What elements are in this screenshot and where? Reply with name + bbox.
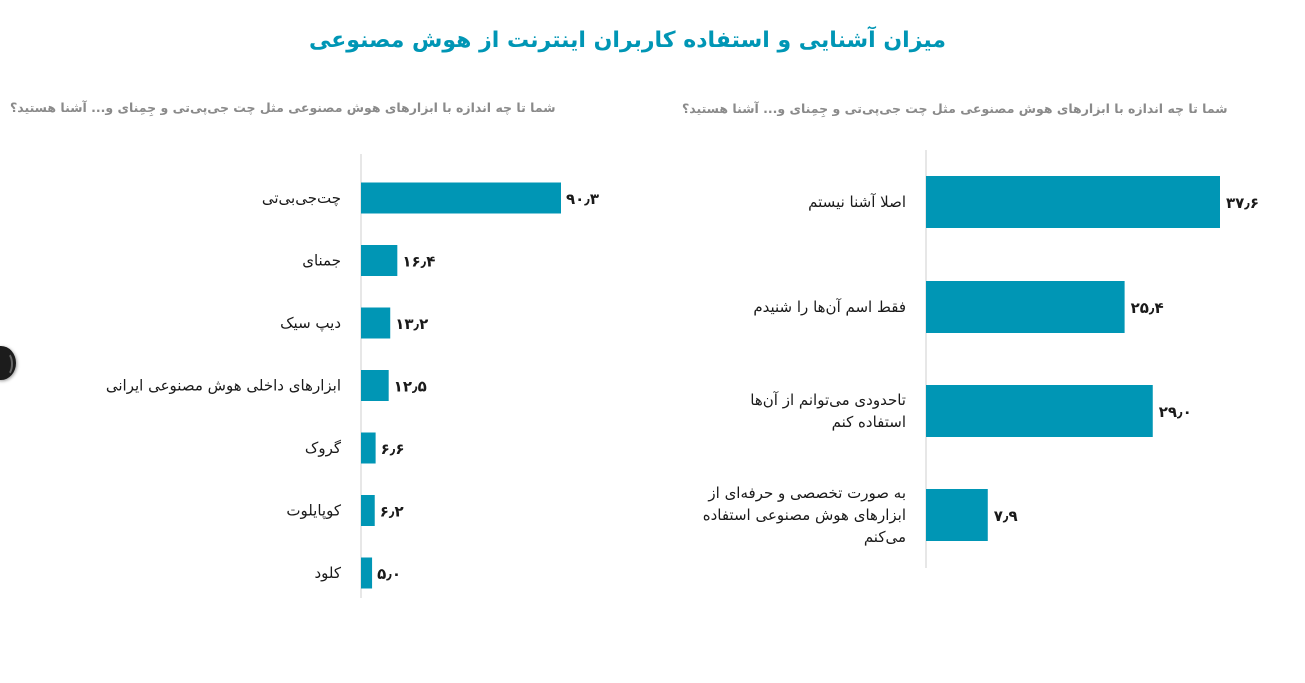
left-bar-3 xyxy=(361,370,389,401)
right-bar-3 xyxy=(926,489,988,541)
left-bar-6 xyxy=(361,557,373,589)
page-title: میزان آشنایی و استفاده کاربران اینترنت ا… xyxy=(309,28,946,53)
right-category-label-3-line-0: به صورت تخصصی و حرفه‌ای از xyxy=(707,484,906,502)
left-value-label-2: ۱۳٫۲ xyxy=(395,315,428,333)
right-value-label-1: ۲۵٫۴ xyxy=(1131,299,1164,317)
right-category-label-0: اصلا آشنا نیستم xyxy=(808,193,906,211)
right-category-label-3-line-1: ابزارهای هوش مصنوعی استفاده xyxy=(703,506,906,524)
right-value-label-0: ۳۷٫۶ xyxy=(1226,194,1259,212)
left-category-label-5: کوپایلوت xyxy=(286,502,342,521)
left-value-label-1: ۱۶٫۴ xyxy=(402,253,435,271)
left-value-label-4: ۶٫۶ xyxy=(381,440,405,458)
left-bar-2 xyxy=(361,307,391,339)
left-category-label-0: چت‌جی‌بی‌تی xyxy=(262,189,341,207)
left-bar-4 xyxy=(361,432,376,464)
right-bar-0 xyxy=(926,176,1220,228)
left-bar-0 xyxy=(361,182,561,214)
right-value-label-2: ۲۹٫۰ xyxy=(1159,403,1192,421)
right-chart-subtitle: شما تا چه اندازه با ابزارهای هوش مصنوعی … xyxy=(682,101,1228,116)
right-category-label-1-line-0: فقط اسم آن‌ها را شنیدم xyxy=(753,298,906,316)
left-category-label-3: ابزارهای داخلی هوش مصنوعی ایرانی xyxy=(106,377,341,395)
right-bar-1 xyxy=(926,281,1125,333)
left-value-label-0: ۹۰٫۳ xyxy=(566,190,599,208)
left-value-label-3: ۱۲٫۵ xyxy=(394,378,427,396)
left-category-label-1: جمنای xyxy=(302,252,341,270)
left-value-label-5: ۶٫۲ xyxy=(380,503,404,521)
left-bar-1 xyxy=(361,245,398,276)
right-category-label-2-line-0: تاحدودی می‌توانم از آن‌ها xyxy=(750,391,906,409)
left-value-label-6: ۵٫۰ xyxy=(377,565,401,583)
right-category-label-2: تاحدودی می‌توانم از آن‌ها استفاده کنم xyxy=(750,391,906,431)
left-category-label-4: گروک xyxy=(305,439,342,457)
right-category-label-0-line-0: اصلا آشنا نیستم xyxy=(808,193,906,211)
right-bar-2 xyxy=(926,385,1153,437)
right-category-label-1: فقط اسم آن‌ها را شنیدم xyxy=(753,298,906,316)
left-category-label-2: دیپ سیک xyxy=(280,314,341,333)
left-chart-subtitle: شما تا چه اندازه با ابزارهای هوش مصنوعی … xyxy=(10,100,556,115)
right-category-label-3-line-2: می‌کنم xyxy=(864,528,906,546)
scroll-handle-icon[interactable] xyxy=(0,346,16,380)
right-category-label-2-line-1: استفاده کنم xyxy=(832,413,906,431)
left-category-label-6: کلود xyxy=(314,564,341,582)
right-value-label-3: ۷٫۹ xyxy=(994,507,1018,525)
left-bar-5 xyxy=(361,495,375,526)
right-category-label-3: به صورت تخصصی و حرفه‌ای از ابزارهای هوش م… xyxy=(703,484,906,546)
